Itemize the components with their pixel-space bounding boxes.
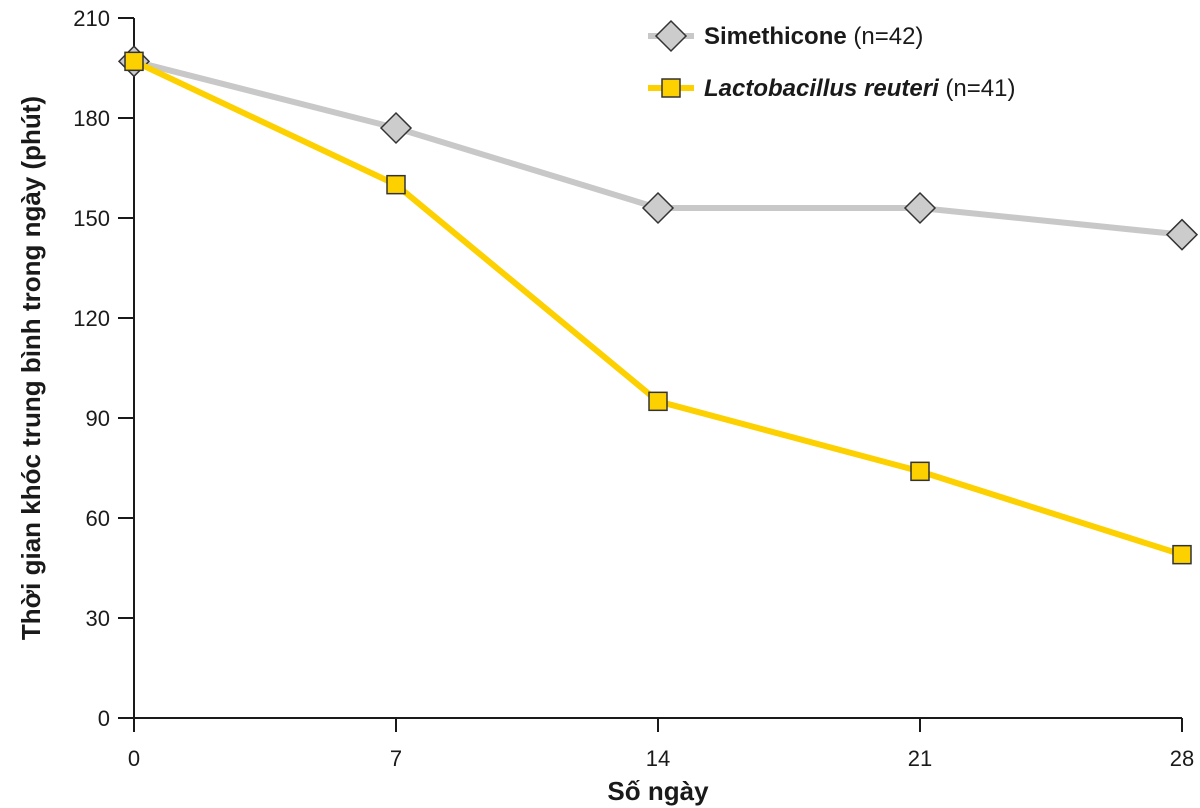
y-axis-title: Thời gian khóc trung bình trong ngày (ph… [16, 96, 46, 640]
series-lactobacillus-reuteri [124, 51, 1192, 565]
x-tick-label: 14 [646, 746, 670, 771]
data-point [648, 391, 668, 412]
data-point [641, 191, 675, 225]
y-tick-label: 150 [73, 206, 110, 231]
x-tick-label: 7 [390, 746, 402, 771]
y-tick-label: 120 [73, 306, 110, 331]
series-simethicone [117, 45, 1199, 251]
data-point [124, 51, 144, 72]
legend-marker [661, 78, 681, 98]
y-tick-label: 180 [73, 106, 110, 131]
x-tick-label: 28 [1170, 746, 1194, 771]
data-point [903, 191, 937, 225]
legend-series-count: (n=42) [847, 23, 924, 50]
legend-marker [654, 19, 688, 53]
y-tick-label: 30 [86, 606, 110, 631]
x-axis-title: Số ngày [607, 776, 709, 806]
y-tick-label: 210 [73, 6, 110, 31]
legend: Simethicone (n=42) Lactobacillus reuteri … [648, 19, 1015, 102]
data-point [1172, 544, 1192, 565]
y-tick-label: 0 [98, 706, 110, 731]
data-point [910, 461, 930, 482]
data-point [379, 111, 413, 145]
legend-item: Simethicone (n=42) [648, 19, 923, 53]
y-tick-label: 90 [86, 406, 110, 431]
series-line [132, 58, 1183, 558]
data-point [386, 174, 406, 195]
y-tick-label: 60 [86, 506, 110, 531]
axes: 0 30 60 90 120 150 180 210 0 7 14 21 28 [73, 6, 1194, 771]
data-point [1165, 218, 1199, 251]
legend-series-name: Lactobacillus reuteri [704, 75, 940, 102]
x-tick-label: 21 [908, 746, 932, 771]
legend-item: Lactobacillus reuteri (n=41) [648, 75, 1015, 102]
legend-label: Simethicone (n=42) [704, 23, 923, 50]
legend-label: Lactobacillus reuteri (n=41) [704, 75, 1015, 102]
legend-series-count: (n=41) [939, 75, 1016, 102]
legend-series-name: Simethicone [704, 23, 847, 50]
series-layer [117, 45, 1199, 565]
x-tick-label: 0 [128, 746, 140, 771]
